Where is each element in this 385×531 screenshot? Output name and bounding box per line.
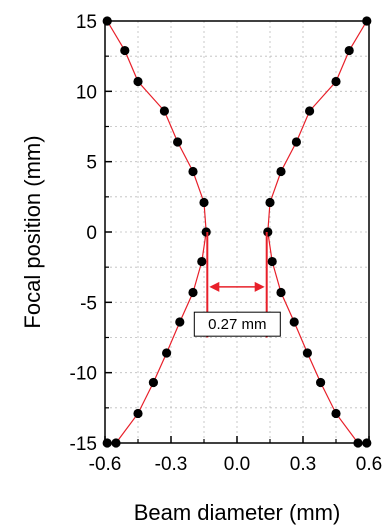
y-tick-label: -5 [80,293,97,314]
left-branch-point [188,166,198,177]
y-tick-label: 10 [76,82,97,103]
left-branch-point [148,377,158,388]
right-branch-point [263,227,273,237]
y-tick-label: -10 [70,364,97,385]
left-branch-point [188,287,198,298]
right-branch-point [302,348,312,358]
y-axis-title: Focal position (mm) [20,135,45,328]
x-tick-label: -0.6 [89,454,122,475]
left-branch-point [173,137,183,147]
right-branch-point [276,166,286,177]
x-tick-label: 0.3 [290,454,316,475]
right-branch-point [305,106,315,116]
waist-label-box [193,311,281,337]
right-branch-point [331,76,341,87]
right-branch-point [267,256,277,267]
y-tick-label: 15 [76,12,97,33]
x-tick-label: -0.3 [155,454,188,475]
waist-label: 0.27 mm [208,316,266,333]
grid [104,20,370,444]
left-branch-point [162,348,172,358]
right-branch-point [344,45,354,56]
y-tick-label: 0 [86,223,97,244]
left-branch-fit-line [106,20,207,444]
right-branch-point [316,377,326,388]
left-branch-point [199,197,209,208]
axis-ticks: -0.6 -0.3 0.0 0.3 0.6 -15 -10 -5 0 5 10 15 [70,12,383,475]
right-branch-point [291,137,301,147]
left-branch-point [133,408,143,419]
waist-arrow-left-head [209,281,220,292]
x-tick-label: 0.6 [356,454,382,475]
right-branch-point [276,287,286,298]
waist-arrow-right-head [254,281,265,292]
y-tick-label: 5 [86,153,97,174]
right-branch-fit-line [267,20,368,444]
data-layer [102,16,372,448]
right-branch-point [289,317,299,327]
x-tick-label: 0.0 [224,454,250,475]
left-branch-point [197,256,207,267]
left-branch-point [133,76,143,87]
right-branch-point [265,197,275,208]
left-branch-point [159,106,169,116]
left-branch-point [201,227,211,237]
left-branch-point [175,317,185,327]
waist-annotation: 0.27 mm [193,232,281,338]
right-branch-point [331,408,341,419]
x-axis-title: Beam diameter (mm) [134,500,341,525]
y-tick-label: -15 [70,434,97,455]
left-branch-point [120,45,130,56]
